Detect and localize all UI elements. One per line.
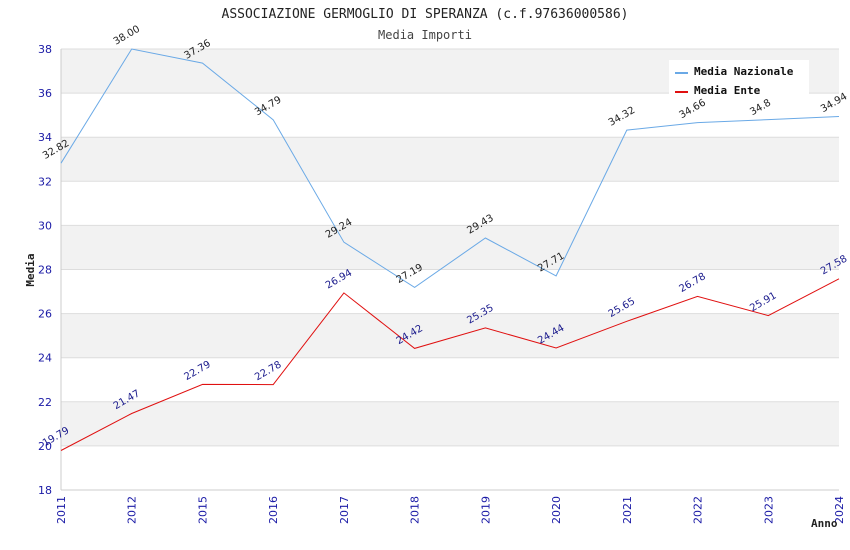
x-tick-label: 2019: [479, 496, 492, 524]
y-tick-label: 28: [38, 264, 52, 277]
plot-band: [61, 137, 839, 182]
y-tick-label: 22: [38, 396, 52, 409]
plot-band: [61, 93, 839, 138]
x-tick-label: 2024: [833, 496, 846, 524]
y-tick-label: 30: [38, 219, 52, 232]
x-tick-label: 2022: [692, 496, 705, 524]
y-tick-label: 26: [38, 308, 52, 321]
series-line-media-ente: [60, 278, 840, 451]
chart-title: ASSOCIAZIONE GERMOGLIO DI SPERANZA (c.f.…: [222, 7, 629, 22]
y-tick-label: 38: [38, 43, 52, 56]
x-tick-label: 2018: [409, 496, 422, 524]
x-tick-label: 2012: [126, 496, 139, 524]
x-axis-label: Anno: [811, 517, 838, 530]
x-axis-ticks: 2011 2012 2015 2016 2017 2018 2019 2020 2021 2022…: [55, 496, 846, 524]
x-tick-label: 2020: [550, 496, 563, 524]
plot-band: [61, 445, 839, 490]
data-label-media-nazionale: 38.00: [112, 24, 142, 48]
plot-band: [61, 357, 839, 402]
x-tick-label: 2015: [196, 496, 209, 524]
y-axis-ticks: 18 20 22 24 26 28 30 32 34 36 38: [38, 43, 52, 497]
plot-band: [61, 269, 839, 314]
x-tick-label: 2023: [762, 496, 775, 524]
chart-subtitle: Media Importi: [378, 28, 472, 42]
gridlines: [60, 48, 839, 491]
y-axis-label: Media: [24, 253, 37, 286]
legend: Media Nazionale Media Ente: [669, 60, 809, 97]
x-tick-label: 2017: [338, 496, 351, 524]
y-tick-label: 20: [38, 440, 52, 453]
x-tick-label: 2011: [55, 496, 68, 524]
legend-label-media-ente: Media Ente: [694, 84, 761, 97]
plot-band: [61, 401, 839, 446]
x-tick-label: 2021: [621, 496, 634, 524]
legend-box: [669, 60, 809, 96]
x-tick-label: 2016: [267, 496, 280, 524]
y-tick-label: 32: [38, 175, 52, 188]
plot-band: [61, 181, 839, 226]
plot-bands: [61, 49, 839, 490]
y-tick-label: 18: [38, 484, 52, 497]
legend-label-media-nazionale: Media Nazionale: [694, 65, 794, 78]
plot-band: [61, 313, 839, 358]
y-tick-label: 36: [38, 87, 52, 100]
series-line-media-nazionale: [60, 48, 840, 289]
y-tick-label: 34: [38, 131, 52, 144]
y-tick-label: 24: [38, 352, 52, 365]
